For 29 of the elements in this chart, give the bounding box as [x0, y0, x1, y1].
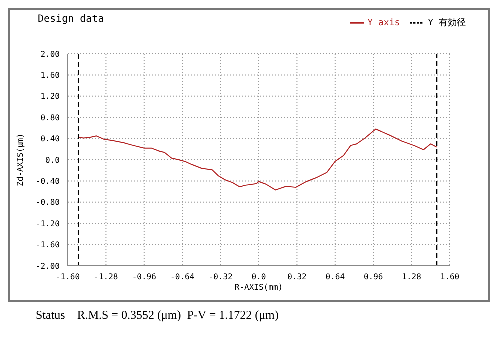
x-tick-label: 0.0 — [252, 272, 266, 282]
x-tick-label: -0.32 — [208, 272, 234, 282]
y-tick-label: -1.60 — [36, 240, 60, 250]
y-axis-title: Zd-AXIS(μm) — [16, 134, 25, 186]
y-tick-label: 0.80 — [40, 113, 60, 122]
y-tick-label: -0.80 — [36, 198, 60, 208]
x-tick-label: 1.60 — [440, 272, 460, 282]
x-tick-label: 0.32 — [288, 272, 308, 282]
y-tick-label: 0.0 — [46, 156, 60, 165]
y-tick-label: -0.40 — [36, 177, 60, 186]
x-tick-label: -0.96 — [132, 272, 157, 282]
x-tick-label: 0.96 — [364, 272, 384, 282]
y-tick-label: 1.60 — [40, 71, 60, 80]
x-tick-label: 1.28 — [402, 272, 422, 282]
legend-label: Y axis — [368, 18, 400, 28]
y-tick-label: 2.00 — [40, 50, 60, 59]
x-tick-label: -1.28 — [94, 272, 118, 282]
line-series — [78, 128, 438, 191]
y-tick-label: 1.20 — [40, 92, 60, 102]
y-tick-label: 0.40 — [40, 134, 60, 144]
y-tick-label: -2.00 — [36, 262, 60, 271]
x-tick-label: -0.64 — [170, 272, 195, 282]
x-axis-title: R-AXIS(mm) — [234, 283, 284, 292]
legend-label: Y 有効径 — [428, 18, 466, 28]
x-tick-label: -1.60 — [56, 272, 80, 282]
chart-title: Design data — [38, 14, 104, 25]
x-tick-label: 0.64 — [326, 272, 346, 282]
text: Status R.M.S = 0.3552 (μm) P-V = 1.1722 (μm) — [36, 308, 280, 323]
y-tick-label: -1.20 — [36, 219, 60, 228]
